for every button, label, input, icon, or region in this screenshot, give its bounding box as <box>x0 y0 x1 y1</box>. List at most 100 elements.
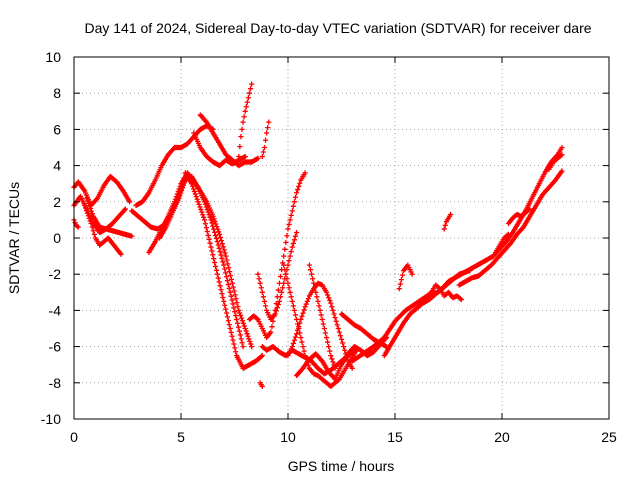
data-point <box>311 280 317 286</box>
data-point <box>219 255 225 262</box>
data-point <box>206 212 212 218</box>
series-arc-31 <box>505 206 533 227</box>
data-point <box>211 256 217 262</box>
data-point <box>212 263 219 270</box>
data-point <box>457 296 463 302</box>
data-point <box>297 320 303 326</box>
data-point <box>223 253 229 259</box>
data-point <box>398 277 405 283</box>
data-point <box>237 143 243 150</box>
data-point <box>233 349 239 355</box>
data-point <box>226 285 232 292</box>
data-point <box>286 221 292 228</box>
data-point <box>207 214 213 220</box>
data-point <box>220 294 226 301</box>
data-point <box>223 310 230 316</box>
data-point <box>278 289 285 295</box>
data-point <box>442 222 448 228</box>
data-point <box>192 191 198 197</box>
data-point <box>219 290 225 297</box>
series-arc-5 <box>71 217 81 230</box>
data-point <box>262 137 269 143</box>
data-point <box>285 280 291 286</box>
data-point <box>288 212 294 218</box>
data-point <box>339 340 346 346</box>
series-arc-28 <box>441 211 454 232</box>
data-point <box>172 196 179 202</box>
data-point <box>86 215 92 221</box>
data-point <box>341 344 347 350</box>
data-point <box>427 290 433 296</box>
data-point <box>264 130 270 136</box>
data-point <box>331 311 337 317</box>
data-point <box>230 301 236 307</box>
data-point <box>239 340 245 346</box>
data-point <box>286 285 292 291</box>
data-point <box>559 152 565 158</box>
series-arc-14 <box>246 170 308 341</box>
series-arc-9 <box>157 173 246 350</box>
data-point <box>259 353 265 359</box>
data-point <box>207 240 213 246</box>
data-point <box>287 253 293 259</box>
data-point <box>202 221 209 227</box>
data-point <box>310 276 316 282</box>
data-point <box>198 206 204 213</box>
data-point <box>236 307 242 313</box>
x-tick-label: 0 <box>70 429 78 445</box>
data-point <box>227 289 233 295</box>
data-point <box>277 294 284 300</box>
data-point <box>328 300 334 306</box>
data-point <box>269 324 275 330</box>
data-point <box>298 334 304 341</box>
data-point <box>224 278 231 284</box>
data-point <box>89 224 95 230</box>
data-point <box>242 325 248 332</box>
data-point <box>319 316 325 323</box>
data-point <box>236 153 242 160</box>
data-point <box>203 204 209 210</box>
data-point <box>397 281 403 287</box>
data-point <box>288 248 294 255</box>
data-point <box>558 153 564 159</box>
data-point <box>329 304 335 310</box>
data-point <box>190 183 196 189</box>
data-point <box>216 279 222 285</box>
data-point <box>336 329 342 335</box>
data-point <box>209 220 215 226</box>
data-point <box>256 276 262 282</box>
data-point <box>85 213 91 219</box>
data-point <box>409 271 415 277</box>
data-point <box>83 207 90 214</box>
data-point <box>289 298 295 304</box>
data-point <box>323 289 330 295</box>
series-arc-32 <box>546 152 565 172</box>
data-point <box>222 302 228 308</box>
data-point <box>241 114 247 120</box>
data-point <box>288 294 294 300</box>
data-point <box>249 344 255 350</box>
data-point <box>202 201 209 207</box>
data-point <box>214 239 220 245</box>
data-point <box>330 359 336 365</box>
data-point <box>258 353 265 360</box>
data-point <box>179 187 185 194</box>
data-point <box>292 334 299 340</box>
data-point <box>215 275 221 281</box>
data-point <box>284 233 290 239</box>
data-point <box>300 344 306 350</box>
data-point <box>225 281 231 288</box>
y-tick-label: 8 <box>53 85 61 101</box>
data-point <box>209 248 215 254</box>
data-point <box>237 332 243 338</box>
data-point <box>238 312 244 319</box>
data-point <box>213 221 219 227</box>
data-point <box>259 289 265 295</box>
data-point <box>290 240 296 247</box>
data-point <box>248 341 254 347</box>
data-point <box>215 242 221 248</box>
y-tick-label: -6 <box>49 339 62 355</box>
series-arc-11 <box>191 130 248 169</box>
data-point <box>287 217 293 223</box>
data-point <box>349 365 355 371</box>
